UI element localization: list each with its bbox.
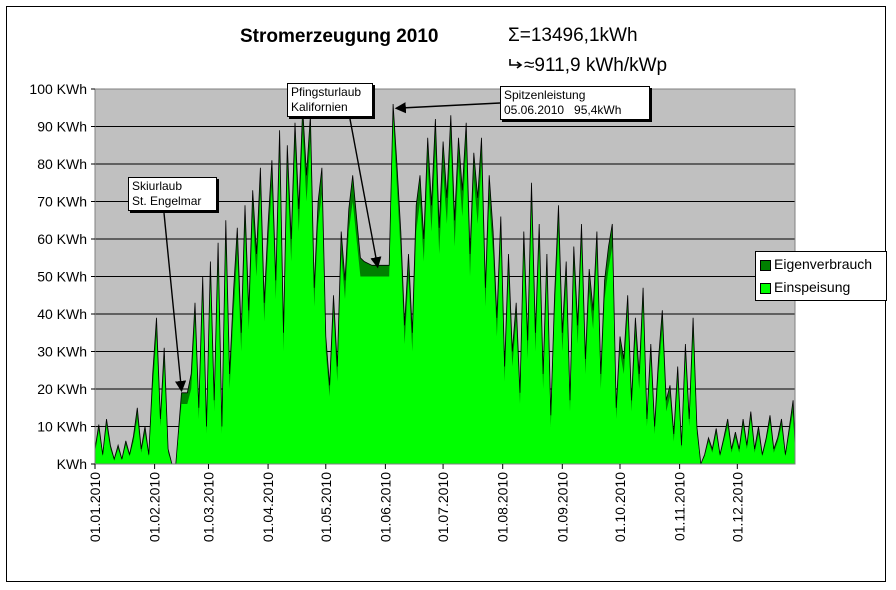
y-tick-label: 60 KWh — [37, 231, 87, 247]
x-tick-label: 01.02.2010 — [147, 472, 163, 542]
x-tick-label: 01.03.2010 — [200, 472, 216, 542]
y-tick-label: 50 KWh — [37, 269, 87, 285]
annotation-line: Pfingsturlaub — [291, 85, 362, 99]
y-tick-label: 70 KWh — [37, 194, 87, 210]
x-tick-label: 01.01.2010 — [87, 472, 103, 542]
annotation-line: St. Engelmar — [132, 194, 202, 208]
x-tick-label: 01.12.2010 — [729, 472, 745, 542]
yield-label: ≈911,9 kWh/kWp — [508, 55, 667, 77]
x-tick-label: 01.11.2010 — [672, 472, 688, 541]
y-tick-label: 100 KWh — [29, 81, 87, 97]
annotation-pfingsturlaub: Pfingsturlaub Kalifornien — [287, 83, 373, 117]
x-tick-label: 01.08.2010 — [495, 472, 511, 542]
annotation-pointer — [394, 102, 501, 114]
annotation-line: Kalifornien — [291, 100, 348, 114]
legend-swatch — [760, 260, 771, 271]
y-tick-labels: KWh 10 KWh 20 KWh 30 KWh 40 KWh 50 KWh 60 KWh 7… — [29, 81, 95, 472]
series-outline — [94, 103, 796, 465]
y-tick-label: KWh — [57, 456, 87, 472]
legend-label: Einspeisung — [774, 279, 851, 295]
x-tick-label: 01.06.2010 — [377, 472, 393, 542]
x-tick-labels: 01.01.2010 01.02.2010 01.03.2010 01.04.2010… — [87, 464, 745, 542]
annotation-line: 05.06.2010 95,4kWh — [504, 103, 622, 117]
y-tick-label: 40 KWh — [37, 306, 87, 322]
legend-swatch — [760, 283, 771, 294]
arrow-return-icon — [509, 59, 523, 69]
legend-label: Eigenverbrauch — [774, 256, 873, 272]
y-tick-label: 10 KWh — [37, 419, 87, 435]
x-tick-label: 01.05.2010 — [318, 472, 334, 542]
x-tick-label: 01.10.2010 — [612, 472, 628, 542]
x-tick-label: 01.07.2010 — [435, 472, 451, 542]
legend: Eigenverbrauch Einspeisung — [755, 251, 887, 301]
y-tick-label: 30 KWh — [37, 344, 87, 360]
annotation-pointer — [349, 118, 382, 269]
yield-text: ≈911,9 kWh/kWp — [524, 55, 668, 76]
annotation-line: Skiurlaub — [132, 179, 183, 193]
x-tick-label: 01.09.2010 — [554, 472, 570, 542]
annotation-spitzenleistung: Spitzenleistung 05.06.2010 95,4kWh — [500, 86, 650, 120]
y-tick-label: 20 KWh — [37, 381, 87, 397]
chart-title: Stromerzeugung 2010 — [240, 26, 439, 47]
x-tick-label: 01.04.2010 — [260, 472, 276, 542]
y-tick-label: 80 KWh — [37, 156, 87, 172]
annotation-line: Spitzenleistung — [504, 88, 586, 102]
y-tick-label: 90 KWh — [37, 119, 87, 135]
series-area-einspeisung — [95, 119, 795, 464]
sum-label: Σ=13496,1kWh — [508, 25, 638, 46]
annotation-pointer — [163, 212, 187, 393]
annotation-skiurlaub: Skiurlaub St. Engelmar — [128, 177, 217, 211]
annotation-pointers — [163, 102, 501, 393]
